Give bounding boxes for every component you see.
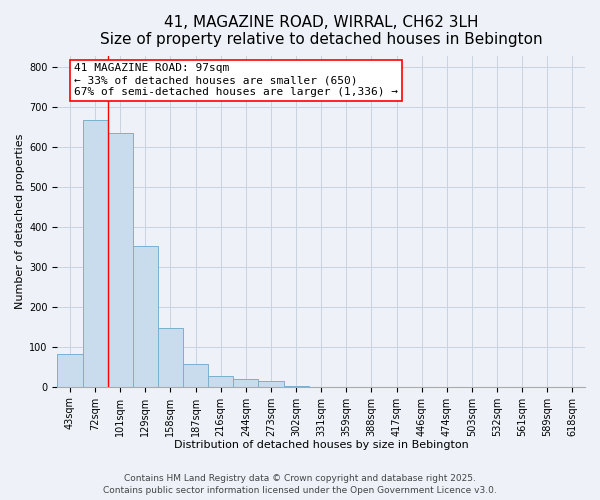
Bar — [133, 246, 158, 386]
Bar — [208, 376, 233, 386]
Bar — [83, 120, 107, 386]
Bar — [107, 134, 133, 386]
Y-axis label: Number of detached properties: Number of detached properties — [15, 134, 25, 309]
Bar — [183, 364, 208, 386]
Bar — [158, 328, 183, 386]
Bar — [58, 354, 83, 386]
Bar — [259, 381, 284, 386]
Bar — [233, 379, 259, 386]
Text: 41 MAGAZINE ROAD: 97sqm
← 33% of detached houses are smaller (650)
67% of semi-d: 41 MAGAZINE ROAD: 97sqm ← 33% of detache… — [74, 64, 398, 96]
Title: 41, MAGAZINE ROAD, WIRRAL, CH62 3LH
Size of property relative to detached houses: 41, MAGAZINE ROAD, WIRRAL, CH62 3LH Size… — [100, 15, 542, 48]
Text: Contains HM Land Registry data © Crown copyright and database right 2025.
Contai: Contains HM Land Registry data © Crown c… — [103, 474, 497, 495]
X-axis label: Distribution of detached houses by size in Bebington: Distribution of detached houses by size … — [174, 440, 469, 450]
